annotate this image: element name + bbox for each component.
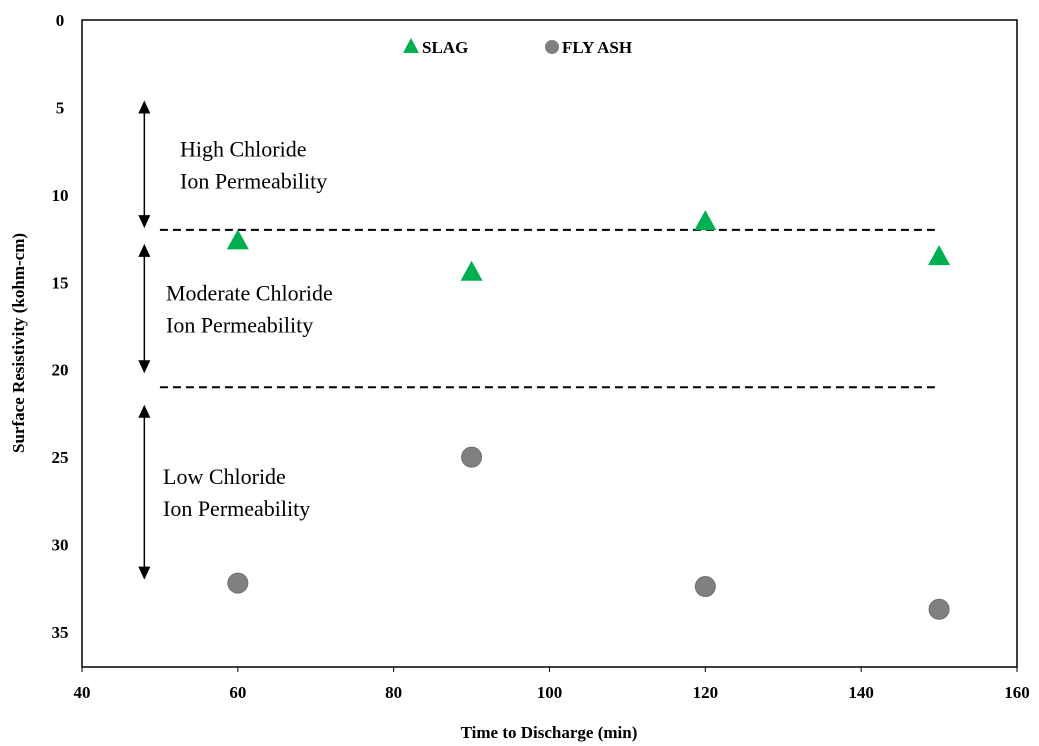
- x-tick-label: 120: [693, 683, 719, 702]
- annotation-line: Ion Permeability: [180, 168, 327, 193]
- range-arrows: [138, 100, 151, 580]
- x-axis-ticks: 40 60 80 100 120 140 160: [74, 667, 1030, 702]
- x-tick-label: 60: [229, 683, 246, 702]
- arrow-head-up: [138, 404, 151, 418]
- arrow-head-up: [138, 243, 151, 257]
- y-axis-ticks: 0 5 10 15 20 25 30 35: [52, 11, 69, 642]
- annotation-line: Low Chloride: [163, 464, 286, 489]
- y-tick-label: 35: [52, 623, 69, 642]
- fly-ash-point: [928, 598, 950, 620]
- arrow-head-down: [138, 566, 151, 580]
- slag-point: [694, 210, 717, 231]
- slag-point: [928, 245, 951, 266]
- legend-slag-marker: [403, 38, 419, 53]
- x-tick-label: 140: [848, 683, 874, 702]
- double-arrow: [138, 243, 151, 374]
- y-tick-label: 25: [52, 448, 69, 467]
- arrow-head-down: [138, 215, 151, 229]
- annotation-line: Ion Permeability: [166, 313, 313, 338]
- legend: SLAG FLY ASH: [403, 38, 632, 57]
- fly-ash-point: [694, 576, 716, 598]
- annotation-line: Ion Permeability: [163, 496, 310, 521]
- fly-ash-point: [227, 572, 249, 594]
- annotation-line: Moderate Chloride: [166, 281, 333, 306]
- y-tick-label: 10: [52, 186, 69, 205]
- x-tick-label: 100: [537, 683, 563, 702]
- y-tick-label: 20: [52, 361, 69, 380]
- slag-point: [226, 229, 249, 250]
- fly-ash-point: [461, 446, 483, 468]
- legend-fly-ash-marker: [545, 40, 559, 54]
- x-tick-label: 40: [74, 683, 91, 702]
- annotation-line: High Chloride: [180, 136, 307, 161]
- annotations: High Chloride Ion Permeability Moderate Ch…: [163, 136, 333, 521]
- double-arrow: [138, 404, 151, 580]
- arrow-head-up: [138, 100, 151, 114]
- x-tick-label: 160: [1004, 683, 1030, 702]
- slag-point: [460, 260, 483, 281]
- y-tick-label: 15: [52, 273, 69, 292]
- legend-fly-ash-label: FLY ASH: [562, 38, 632, 57]
- plot-area: [81, 19, 1018, 668]
- legend-slag-label: SLAG: [422, 38, 468, 57]
- x-axis-title: Time to Discharge (min): [461, 723, 638, 742]
- arrow-head-down: [138, 360, 151, 374]
- x-tick-label: 80: [385, 683, 402, 702]
- y-tick-label: 0: [56, 11, 65, 30]
- y-tick-label: 5: [56, 98, 65, 117]
- y-tick-label: 30: [52, 536, 69, 555]
- data-points: [226, 210, 951, 620]
- y-axis-title: Surface Resistivity (kohm-cm): [9, 233, 28, 453]
- double-arrow: [138, 100, 151, 229]
